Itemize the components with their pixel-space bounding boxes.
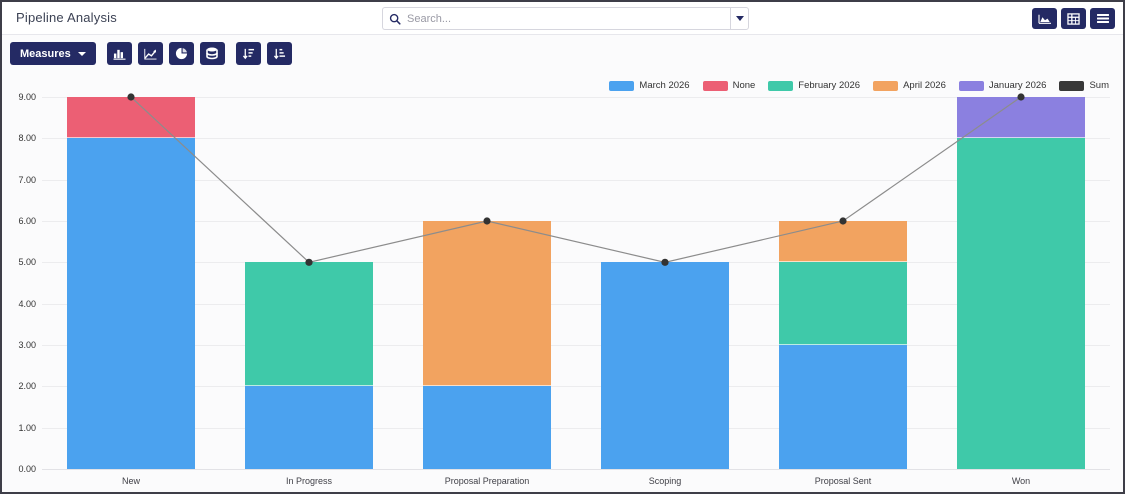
y-tick-label: 8.00: [18, 133, 36, 144]
bar-segment[interactable]: [779, 345, 907, 469]
bar-segment[interactable]: [957, 138, 1085, 469]
legend-swatch: [1059, 80, 1085, 91]
search-dropdown-toggle[interactable]: [730, 7, 749, 30]
bar-segment[interactable]: [67, 97, 195, 139]
sort-ascending-button[interactable]: [266, 42, 292, 65]
caret-down-icon: [735, 16, 744, 21]
legend-label: March 2026: [639, 80, 690, 91]
list-view-button[interactable]: [1090, 8, 1115, 29]
grid-line: [42, 138, 1110, 140]
caret-down-icon: [77, 51, 86, 56]
y-tick-label: 6.00: [18, 216, 36, 226]
line-chart-button[interactable]: [137, 42, 163, 65]
legend-label: February 2026: [798, 80, 861, 91]
legend-item[interactable]: February 2026: [768, 80, 860, 91]
x-category-label: Won: [1011, 476, 1031, 486]
grid-line: [42, 303, 1110, 305]
x-category-label: Proposal Sent: [814, 476, 872, 486]
sort-descending-button[interactable]: [235, 42, 261, 65]
search-icon: [389, 13, 401, 25]
search-input[interactable]: [407, 12, 724, 25]
chart-area: March 2026 None February 2026 April 2026 Jan…: [2, 72, 1123, 492]
y-tick-label: 7.00: [18, 174, 36, 185]
bar-segment[interactable]: [779, 221, 907, 263]
legend-swatch: [873, 80, 899, 91]
bar-segment[interactable]: [67, 138, 195, 469]
grid-line: [42, 262, 1110, 264]
chart-legend: March 2026 None February 2026 April 2026 Jan…: [609, 80, 1109, 91]
legend-item[interactable]: Sum: [1059, 80, 1109, 91]
grid-line: [42, 386, 1110, 388]
y-tick-label: 1.00: [18, 422, 36, 433]
bar-chart-icon: [113, 48, 126, 60]
search-box[interactable]: [382, 7, 730, 30]
top-bar: Pipeline Analysis: [2, 2, 1123, 35]
grid-line: [42, 97, 1110, 98]
measures-button-label: Measures: [20, 47, 71, 60]
measures-button[interactable]: Measures: [10, 42, 96, 65]
x-category-label: New: [121, 476, 140, 486]
legend-item[interactable]: None: [702, 80, 756, 91]
sum-line-layer: [127, 93, 1025, 266]
y-tick-label: 2.00: [18, 381, 36, 392]
graph-view-icon: [1037, 13, 1052, 25]
legend-item[interactable]: March 2026: [609, 80, 690, 91]
grid-line: [42, 427, 1110, 429]
search-bar: [382, 7, 749, 30]
chart-toolbar: Measures: [2, 35, 1123, 72]
bar-segment[interactable]: [779, 262, 907, 345]
bar-segment[interactable]: [245, 386, 373, 469]
x-category-label: Scoping: [648, 476, 682, 486]
y-tick-label: 0.00: [18, 464, 36, 474]
y-tick-label: 4.00: [18, 298, 36, 309]
x-category-label: Proposal Preparation: [444, 476, 530, 486]
sort-desc-icon: [242, 48, 255, 60]
pivot-view-button[interactable]: [1061, 8, 1086, 29]
sort-asc-icon: [273, 48, 286, 60]
bar-segment[interactable]: [423, 221, 551, 387]
page-title: Pipeline Analysis: [16, 10, 117, 25]
pie-chart-button[interactable]: [168, 42, 194, 65]
legend-swatch: [702, 80, 728, 91]
grid-line: [42, 221, 1110, 222]
legend-swatch: [958, 80, 984, 91]
legend-label: January 2026: [988, 80, 1047, 91]
list-view-icon: [1096, 13, 1109, 24]
legend-label: None: [732, 80, 756, 91]
y-tick-label: 3.00: [18, 340, 36, 350]
legend-item[interactable]: April 2026: [873, 80, 946, 91]
stacked-button[interactable]: [199, 42, 225, 65]
bar-segment[interactable]: [245, 262, 373, 387]
legend-swatch: [768, 80, 794, 91]
pie-chart-icon: [175, 47, 188, 60]
bar-chart-button[interactable]: [106, 42, 132, 65]
graph-view-button[interactable]: [1032, 8, 1057, 29]
grid-line: [42, 179, 1110, 181]
y-tick-label: 9.00: [18, 92, 36, 102]
stacked-icon: [206, 47, 219, 60]
legend-item[interactable]: January 2026: [958, 80, 1047, 91]
x-category-label: In Progress: [285, 476, 333, 486]
pivot-view-icon: [1067, 12, 1080, 25]
bar-segment[interactable]: [423, 386, 551, 469]
y-tick-label: 5.00: [18, 257, 36, 268]
bar-segment[interactable]: [957, 97, 1085, 139]
legend-swatch: [609, 80, 635, 91]
view-switcher: [1032, 8, 1115, 29]
grid-line: [42, 469, 1110, 470]
legend-label: April 2026: [903, 80, 946, 91]
bar-segment[interactable]: [601, 262, 729, 469]
legend-label: Sum: [1089, 80, 1109, 91]
grid-line: [42, 345, 1110, 346]
line-chart-icon: [144, 48, 157, 60]
